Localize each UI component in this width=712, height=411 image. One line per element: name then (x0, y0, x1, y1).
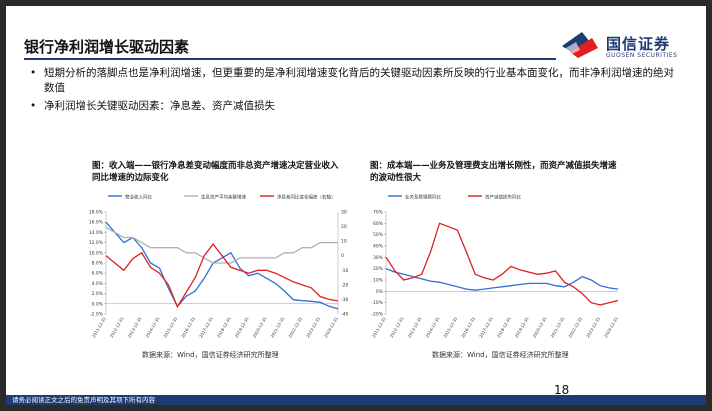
chart-1: 营业收入同比 生息资产平均余额增速 净息差同比变化幅度（右轴） -2.0% 0.0% 2.… (89, 194, 349, 339)
x-tick-label: 2022-12-31 (287, 316, 303, 339)
bullet-list: • 短期分析的落脚点也是净利润增速，但更重要的是净利润增速变化背后的关键驱动因素… (28, 66, 678, 117)
x-tick-label: 2016-12-31 (180, 316, 196, 339)
y-tick-label-right: 30 (341, 210, 347, 216)
legend-label: 净息差同比变化幅度（右轴） (277, 194, 336, 201)
x-tick-label: 2015-12-31 (162, 316, 178, 339)
y-tick-label: 10% (373, 278, 384, 284)
bullet-text: 短期分析的落脚点也是净利润增速，但更重要的是净利润增速变化背后的关键驱动因素所反… (44, 67, 674, 94)
series-line (385, 268, 619, 291)
y-tick-label: 12.0% (89, 240, 104, 246)
x-tick-label: 2017-12-31 (478, 316, 494, 339)
y-tick-label: 70% (373, 210, 384, 216)
y-tick-label-right: -30 (341, 297, 348, 303)
series-line (105, 221, 339, 310)
y-tick-label-right: -40 (341, 312, 348, 318)
x-tick-label: 2024-12-31 (603, 316, 619, 339)
x-tick-label: 2014-12-31 (424, 316, 440, 339)
x-tick-label: 2013-12-31 (127, 316, 143, 339)
x-tick-label: 2018-12-31 (496, 316, 512, 339)
footer-bar (6, 395, 706, 405)
legend-label: 资产减值损失同比 (485, 194, 521, 201)
y-tick-label: 10.0% (89, 250, 104, 256)
y-tick-label: 0.0% (92, 301, 104, 307)
legend-label: 营业收入同比 (125, 194, 152, 201)
chart-2: 业务及管理费同比 资产减值损失同比 -20% -10% 0% 10% 20% 30% 40% 50… (371, 194, 619, 339)
bullet-dot-icon: • (30, 67, 37, 79)
x-tick-label: 2011-12-31 (371, 316, 387, 339)
x-tick-label: 2019-12-31 (234, 316, 250, 339)
bullet-text: 净利润增长关键驱动因素：净息差、资产减值损失 (44, 100, 275, 112)
guosen-logo-icon (556, 32, 598, 58)
y-tick-label: -10% (371, 300, 383, 306)
y-tick-label: 18.0% (89, 210, 104, 216)
y-tick-label: 2.0% (92, 291, 104, 297)
y-tick-label: 8.0% (92, 261, 104, 267)
x-tick-label: 2021-12-31 (269, 316, 285, 339)
y-tick-label: 16.0% (89, 220, 104, 226)
chart-1-title: 图：收入端——银行净息差变动幅度而非总资产增速决定营业收入同比增速的边际变化 (92, 161, 339, 183)
x-tick-label: 2020-12-31 (532, 316, 548, 339)
x-tick-label: 2015-12-31 (442, 316, 458, 339)
x-tick-label: 2012-12-31 (109, 316, 125, 339)
footer-disclaimer: 请务必阅读正文之后的免责声明及其项下所有内容 (12, 396, 155, 404)
logo-name: 国信证券 (606, 35, 671, 53)
x-tick-label: 2023-12-31 (305, 316, 321, 339)
series-line (105, 243, 339, 309)
y-tick-label: 6.0% (92, 271, 104, 277)
y-tick-label: 50% (373, 232, 384, 238)
y-tick-label: -2.0% (90, 312, 104, 318)
y-tick-label: -20% (371, 312, 383, 318)
bullet-dot-icon: • (30, 100, 37, 112)
page-number: 18 (554, 383, 570, 397)
chart-2-title: 图：成本端——业务及管理费支出增长刚性，而资产减值损失增速的波动性很大 (370, 161, 617, 183)
y-tick-label: 60% (373, 221, 384, 227)
y-tick-label-right: 20 (341, 224, 347, 230)
legend-label: 生息资产平均余额增速 (201, 194, 246, 201)
y-tick-label: 0% (376, 289, 384, 295)
x-tick-label: 2020-12-31 (252, 316, 268, 339)
y-tick-label: 40% (373, 244, 384, 250)
y-tick-label: 20% (373, 266, 384, 272)
title-divider (24, 58, 556, 60)
series-line (105, 226, 338, 264)
y-tick-label-right: 0 (341, 253, 344, 259)
series-line (385, 222, 619, 306)
y-tick-label-right: 10 (341, 239, 347, 245)
slide-title: 银行净利润增长驱动因素 (24, 38, 190, 56)
chart-2-source: 数据来源：Wind，国信证券经济研究所整理 (432, 351, 569, 359)
bullet-item: • 净利润增长关键驱动因素：净息差、资产减值损失 (28, 99, 678, 114)
x-tick-label: 2022-12-31 (567, 316, 583, 339)
x-tick-label: 2017-12-31 (198, 316, 214, 339)
x-tick-label: 2023-12-31 (585, 316, 601, 339)
chart-1-source: 数据来源：Wind，国信证券经济研究所整理 (142, 351, 279, 359)
x-tick-label: 2012-12-31 (389, 316, 405, 339)
logo-subtitle: GUOSEN SECURITIES (606, 52, 678, 59)
x-tick-label: 2019-12-31 (514, 316, 530, 339)
x-tick-label: 2018-12-31 (216, 316, 232, 339)
x-tick-label: 2013-12-31 (407, 316, 423, 339)
x-tick-label: 2014-12-31 (144, 316, 160, 339)
bullet-item: • 短期分析的落脚点也是净利润增速，但更重要的是净利润增速变化背后的关键驱动因素… (28, 66, 678, 96)
x-tick-label: 2021-12-31 (549, 316, 565, 339)
y-tick-label: 30% (373, 255, 384, 261)
y-tick-label-right: -20 (341, 282, 348, 288)
y-tick-label: 4.0% (92, 281, 104, 287)
x-tick-label: 2011-12-31 (91, 316, 107, 339)
x-tick-label: 2024-12-31 (323, 316, 339, 339)
slide: 银行净利润增长驱动因素 国信证券 GUOSEN SECURITIES • 短期分… (6, 6, 706, 405)
legend-label: 业务及管理费同比 (405, 194, 441, 201)
y-tick-label-right: -10 (341, 268, 348, 274)
y-tick-label: 14.0% (89, 230, 104, 236)
x-tick-label: 2016-12-31 (460, 316, 476, 339)
